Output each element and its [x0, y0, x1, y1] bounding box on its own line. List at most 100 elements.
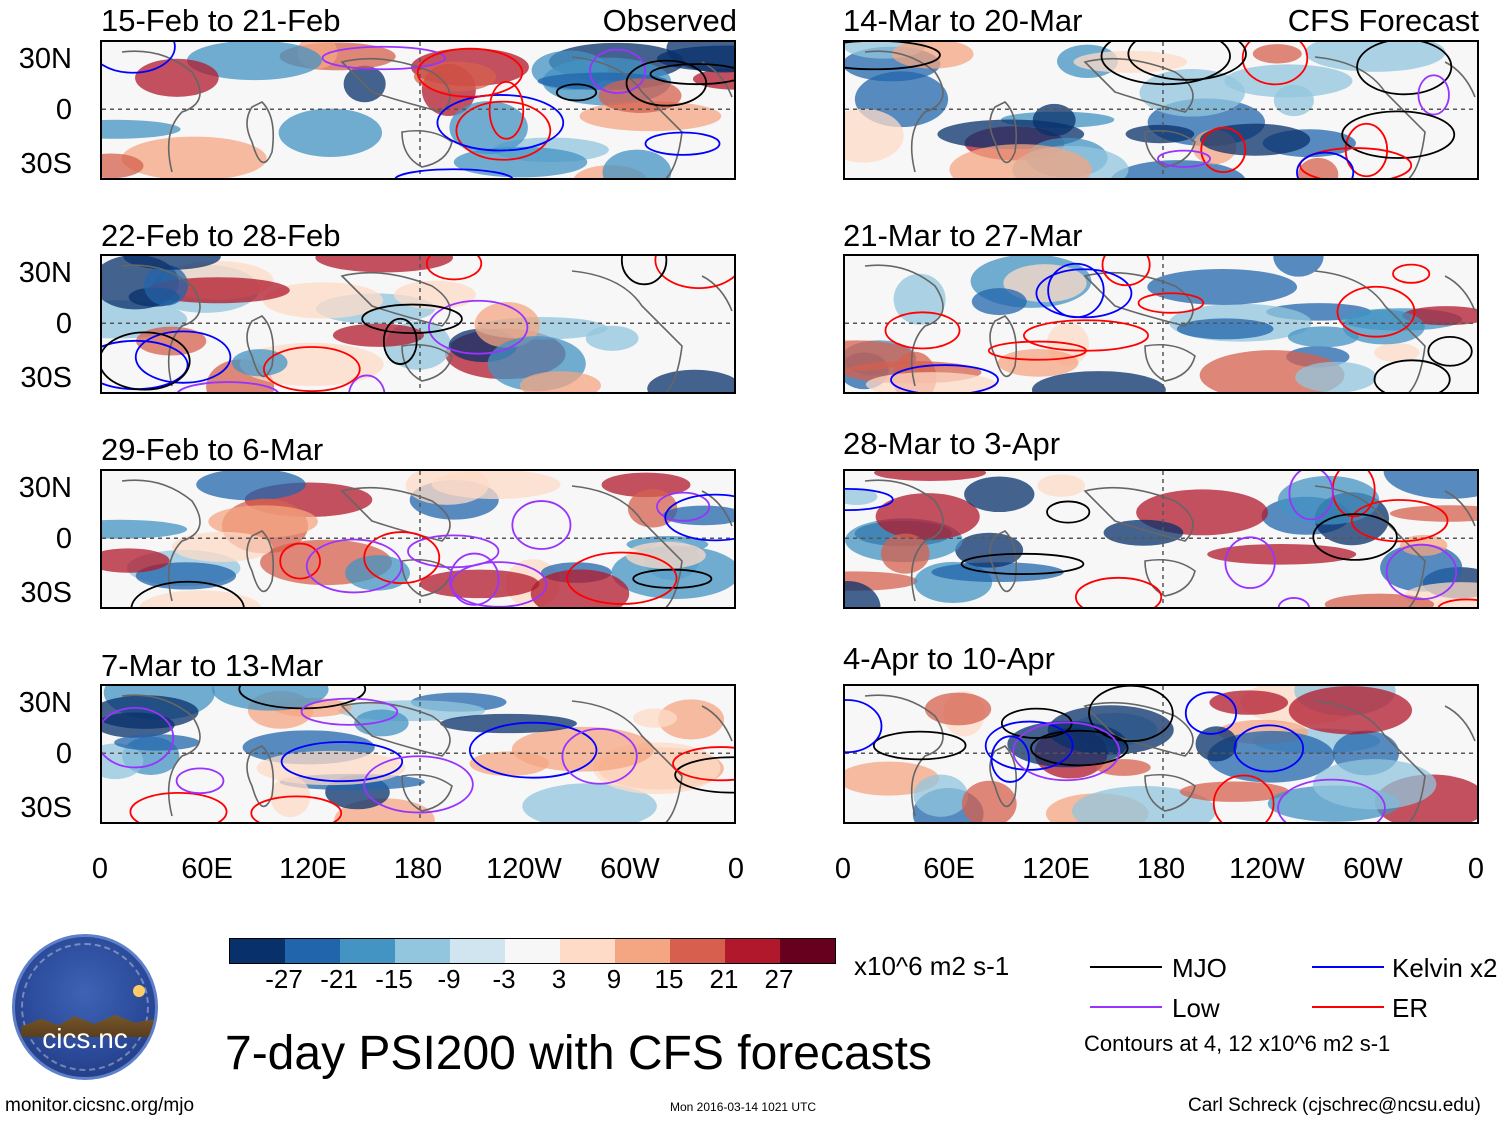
- contour-line: [1233, 724, 1305, 773]
- contour-line: [674, 756, 734, 794]
- contour-line: [382, 317, 418, 365]
- colorbar-swatch: [450, 939, 505, 963]
- anomaly-blob: [405, 471, 489, 505]
- coastline: [246, 530, 275, 593]
- contour-line: [321, 45, 446, 71]
- contour-line: [280, 741, 404, 783]
- coastline: [1314, 270, 1426, 392]
- anomaly-blob: [1288, 686, 1413, 735]
- contour-line: [1356, 42, 1453, 96]
- y-label-30s: 30S: [20, 148, 72, 180]
- anomaly-blob: [602, 149, 672, 178]
- legend-label-er: ER: [1392, 993, 1429, 1023]
- anomaly-blob: [1179, 781, 1290, 802]
- y-label-30n: 30N: [18, 257, 72, 289]
- anomaly-blob: [949, 144, 1092, 178]
- logo-ring: [21, 943, 149, 1071]
- anomaly-blob: [413, 61, 497, 92]
- contour-line: [589, 48, 647, 94]
- y-label-30n: 30N: [18, 687, 72, 719]
- contour-line: [250, 795, 343, 822]
- panel-title: 29-Feb to 6-Mar: [101, 432, 324, 467]
- contour-line: [672, 746, 734, 782]
- coastline: [989, 101, 1018, 164]
- legend-line-er: [1312, 1006, 1384, 1008]
- contour-line: [416, 47, 524, 98]
- coastline: [571, 270, 683, 392]
- contour-line: [872, 730, 967, 761]
- coastline: [246, 315, 275, 378]
- anomaly-blob: [601, 472, 691, 498]
- colorbar-label: 21: [709, 964, 739, 994]
- contour-line: [1074, 576, 1163, 607]
- panel-title: 28-Mar to 3-Apr: [843, 426, 1061, 461]
- contour-line: [363, 531, 441, 585]
- anomaly-blob: [1072, 785, 1216, 822]
- colorbar-swatch: [670, 939, 725, 963]
- anomaly-blob: [893, 273, 946, 325]
- contour-line: [1137, 292, 1205, 314]
- anomaly-blob: [102, 119, 181, 139]
- contour-line: [1437, 598, 1477, 607]
- contour-line: [1047, 262, 1105, 319]
- panel-label-forecast: CFS Forecast: [1287, 3, 1479, 38]
- contour-line: [1100, 42, 1231, 86]
- contour-line: [1012, 721, 1121, 782]
- y-label-0: 0: [55, 523, 72, 555]
- map-field: [843, 254, 1479, 394]
- anomaly-blob: [1031, 371, 1166, 392]
- anomaly-blob: [186, 42, 323, 81]
- contour-line: [561, 727, 638, 785]
- y-label-30n: 30N: [18, 43, 72, 75]
- anomaly-blob: [522, 783, 657, 822]
- anomaly-blob: [1224, 64, 1353, 98]
- y-label-0: 0: [55, 94, 72, 126]
- contour-line: [845, 699, 883, 754]
- anomaly-blob: [1342, 309, 1425, 345]
- colorbar-label: -21: [320, 964, 358, 994]
- x-label: 60E: [923, 853, 975, 885]
- cics-logo: cics.nc: [12, 934, 158, 1080]
- legend-label-low: Low: [1172, 993, 1220, 1023]
- panel-title: 21-Mar to 27-Mar: [843, 218, 1083, 253]
- anomaly-blob: [875, 493, 980, 540]
- coastline: [1444, 490, 1476, 527]
- contour-line: [263, 346, 361, 392]
- y-label-30s: 30S: [20, 792, 72, 824]
- x-label: 60W: [1343, 853, 1403, 885]
- contour-line: [1241, 42, 1309, 86]
- anomaly-blob: [278, 108, 383, 157]
- colorbar-swatch: [615, 939, 670, 963]
- anomaly-blob: [874, 471, 987, 481]
- contour-line: [566, 551, 678, 605]
- contour-line: [1023, 319, 1149, 352]
- anomaly-blob: [1125, 124, 1195, 144]
- anomaly-blob: [625, 541, 706, 569]
- coastline: [571, 700, 683, 822]
- coastline: [401, 343, 453, 382]
- contour-line: [102, 42, 176, 74]
- anomaly-blob: [519, 371, 601, 392]
- anomaly-blob: [1103, 519, 1184, 546]
- contour-line: [129, 791, 228, 822]
- panel-title: 4-Apr to 10-Apr: [843, 641, 1055, 676]
- colorbar-swatch: [505, 939, 560, 963]
- colorbar-label: 15: [654, 964, 684, 994]
- panel-title: 7-Mar to 13-Mar: [101, 648, 324, 683]
- coastline: [701, 705, 733, 742]
- colorbar-units: x10^6 m2 s-1: [854, 951, 1010, 981]
- coastline: [1444, 61, 1476, 98]
- legend-line-low: [1090, 1006, 1162, 1008]
- x-label: 120W: [1229, 853, 1305, 885]
- anomaly-blob: [1273, 256, 1324, 277]
- anomaly-blob: [102, 743, 144, 780]
- anomaly-blob: [196, 471, 306, 501]
- contour-line: [394, 168, 514, 178]
- colorbar-swatch: [395, 939, 450, 963]
- x-label: 120E: [1022, 853, 1090, 885]
- contour-line: [1088, 686, 1174, 743]
- coastline: [701, 490, 733, 527]
- contour-line: [1336, 285, 1416, 338]
- contour-line: [1312, 513, 1398, 561]
- anomaly-blob: [511, 726, 655, 772]
